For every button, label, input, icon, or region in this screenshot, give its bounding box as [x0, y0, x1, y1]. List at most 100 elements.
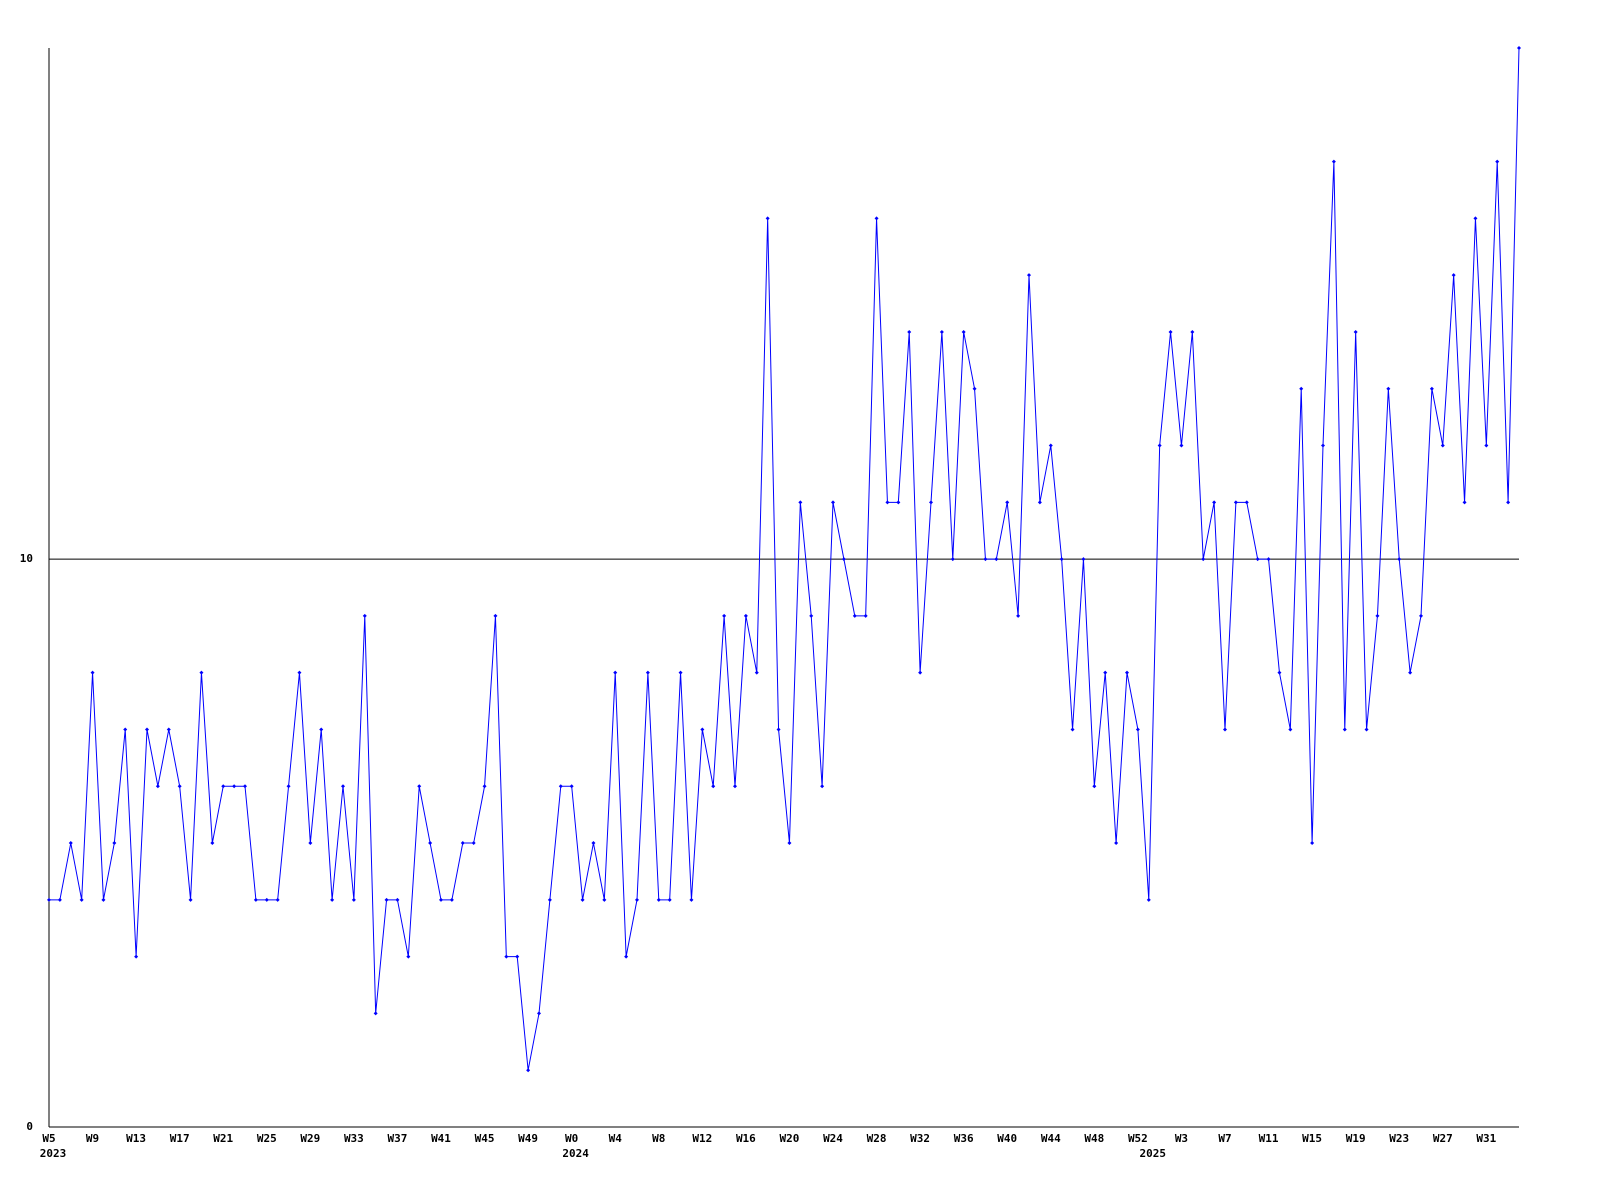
point [155, 784, 160, 789]
point [841, 557, 846, 562]
point [972, 386, 977, 391]
point [983, 557, 988, 562]
point [656, 897, 661, 902]
point [1310, 841, 1315, 846]
x-tick-label: W40 [997, 1132, 1017, 1145]
point [406, 954, 411, 959]
x-tick-label: W19 [1346, 1132, 1366, 1145]
point [68, 841, 73, 846]
point [1244, 500, 1249, 505]
point [1114, 841, 1119, 846]
x-tick-label: W0 [565, 1132, 578, 1145]
point [852, 613, 857, 618]
point [1016, 613, 1021, 618]
x-tick-label: W25 [257, 1132, 277, 1145]
point [210, 841, 215, 846]
point [1179, 443, 1184, 448]
point [537, 1011, 541, 1016]
point [1429, 386, 1434, 391]
point [1364, 727, 1369, 732]
line [49, 47, 1520, 1071]
point [57, 897, 62, 902]
point [918, 670, 923, 675]
point [1212, 500, 1217, 505]
point [90, 670, 95, 675]
point [754, 670, 759, 675]
x-tick-label: W27 [1433, 1132, 1453, 1145]
point [1517, 46, 1521, 50]
point [439, 897, 443, 902]
point [667, 897, 672, 902]
point [907, 329, 912, 334]
point [471, 841, 476, 846]
x-tick-label: W52 [1128, 1132, 1148, 1145]
point [939, 329, 944, 334]
x-tick-label: W11 [1259, 1132, 1279, 1145]
point [1266, 557, 1271, 562]
x-tick-label: W29 [300, 1132, 320, 1145]
point [558, 784, 563, 789]
x-tick-label: W41 [431, 1132, 451, 1145]
point [885, 500, 890, 505]
point [1408, 670, 1413, 675]
point [1070, 727, 1075, 732]
point [700, 727, 705, 732]
point [1375, 613, 1380, 618]
x-tick-label: W28 [867, 1132, 887, 1145]
point [286, 784, 291, 789]
point [1299, 386, 1304, 391]
point [1135, 727, 1140, 732]
point [1157, 443, 1162, 448]
point [809, 613, 814, 618]
point [123, 727, 128, 732]
point [101, 897, 106, 902]
point [526, 1068, 531, 1073]
point [134, 954, 139, 959]
point [362, 613, 367, 618]
point [275, 897, 280, 902]
x-tick-label: W20 [780, 1132, 800, 1145]
point [166, 727, 171, 732]
x-tick-label: W8 [652, 1132, 665, 1145]
point [1484, 443, 1489, 448]
point [1059, 557, 1064, 562]
x-tick-label: W7 [1218, 1132, 1231, 1145]
point [504, 954, 509, 959]
x-tick-label: W9 [86, 1132, 99, 1145]
point [1440, 443, 1445, 448]
point [221, 784, 226, 789]
point [863, 613, 868, 618]
point [1462, 500, 1467, 505]
x-tick-label: W45 [475, 1132, 495, 1145]
point [1190, 329, 1195, 334]
x-tick-label: W33 [344, 1132, 364, 1145]
point [460, 841, 465, 846]
point [1288, 727, 1293, 732]
x-tick-label: W5 [42, 1132, 55, 1145]
point [1277, 670, 1282, 675]
point [1397, 557, 1402, 562]
point [232, 784, 237, 789]
point [1386, 386, 1391, 391]
point [831, 500, 835, 505]
point [580, 897, 585, 902]
point [199, 670, 204, 675]
point [428, 841, 433, 846]
point [145, 727, 149, 732]
point [1048, 443, 1053, 448]
x-tick-label: W21 [213, 1132, 233, 1145]
point [79, 897, 84, 902]
x-tick-label: W24 [823, 1132, 843, 1145]
x-tick-label: W49 [518, 1132, 538, 1145]
point [1506, 500, 1511, 505]
point [994, 557, 999, 562]
point [264, 897, 269, 902]
point [47, 897, 51, 902]
point [384, 897, 389, 902]
point [515, 954, 520, 959]
x-tick-label: W31 [1476, 1132, 1496, 1145]
x-tick-label: W16 [736, 1132, 756, 1145]
point [417, 784, 422, 789]
